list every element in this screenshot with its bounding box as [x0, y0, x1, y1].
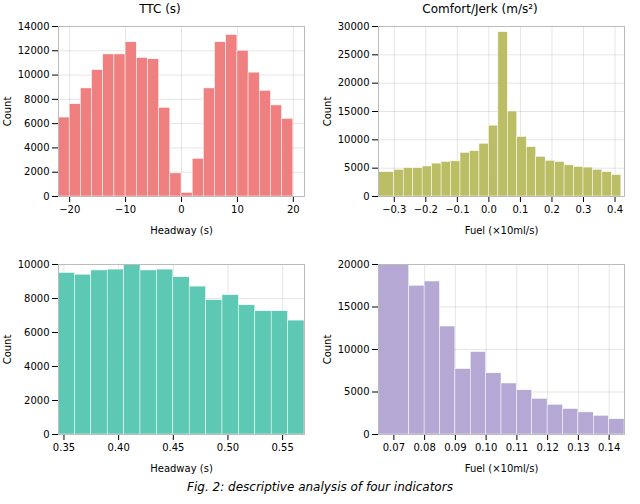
svg-text:10: 10 [231, 204, 244, 215]
svg-text:10000: 10000 [18, 259, 50, 270]
svg-text:0.40: 0.40 [108, 442, 130, 453]
svg-text:0.10: 0.10 [475, 442, 497, 453]
svg-text:10000: 10000 [338, 134, 370, 145]
svg-text:0.14: 0.14 [598, 442, 620, 453]
svg-text:0.35: 0.35 [53, 442, 75, 453]
svg-text:0: 0 [363, 191, 369, 202]
svg-text:0.07: 0.07 [383, 442, 405, 453]
svg-text:0.3: 0.3 [576, 204, 592, 215]
svg-text:0.13: 0.13 [567, 442, 589, 453]
svg-text:25000: 25000 [338, 49, 370, 60]
svg-text:−0.2: −0.2 [414, 204, 438, 215]
svg-text:0.09: 0.09 [444, 442, 466, 453]
svg-text:15000: 15000 [338, 106, 370, 117]
svg-text:6000: 6000 [24, 327, 49, 338]
svg-text:12000: 12000 [18, 45, 50, 56]
html-text:TTC (s): TTC (s) [139, 2, 181, 16]
svg-text:4000: 4000 [24, 142, 49, 153]
svg-text:−20: −20 [59, 204, 80, 215]
svg-text:Fuel (×10ml/s): Fuel (×10ml/s) [465, 225, 539, 236]
svg-text:10000: 10000 [338, 344, 370, 355]
svg-text:20000: 20000 [338, 259, 370, 270]
svg-text:14000: 14000 [18, 21, 50, 32]
svg-text:8000: 8000 [24, 94, 49, 105]
svg-text:5000: 5000 [344, 162, 369, 173]
svg-text:Fuel (×10ml/s): Fuel (×10ml/s) [465, 463, 539, 474]
svg-text:Count: Count [2, 335, 13, 365]
svg-text:Count: Count [322, 335, 333, 365]
svg-text:−10: −10 [115, 204, 136, 215]
svg-text:0: 0 [363, 429, 369, 440]
svg-text:0: 0 [178, 204, 184, 215]
svg-text:20000: 20000 [338, 77, 370, 88]
svg-text:8000: 8000 [24, 293, 49, 304]
svg-text:6000: 6000 [24, 118, 49, 129]
svg-text:0: 0 [43, 429, 49, 440]
svg-text:Count: Count [322, 97, 333, 127]
svg-text:0.12: 0.12 [536, 442, 558, 453]
svg-text:0.1: 0.1 [512, 204, 528, 215]
svg-text:0.0: 0.0 [481, 204, 497, 215]
html-text:Fig. 2: descriptive analysis o: Fig. 2: descriptive analysis of four ind… [187, 480, 453, 494]
svg-text:0.45: 0.45 [162, 442, 184, 453]
svg-text:5000: 5000 [344, 386, 369, 397]
svg-text:0.08: 0.08 [413, 442, 435, 453]
svg-text:2000: 2000 [24, 395, 49, 406]
svg-text:Count: Count [2, 97, 13, 127]
svg-text:30000: 30000 [338, 21, 370, 32]
svg-text:0.4: 0.4 [607, 204, 623, 215]
svg-text:0.11: 0.11 [506, 442, 528, 453]
html-text:Comfort/Jerk (m/s²): Comfort/Jerk (m/s²) [422, 2, 538, 16]
svg-text:10000: 10000 [18, 69, 50, 80]
svg-text:0: 0 [43, 191, 49, 202]
svg-text:−0.1: −0.1 [445, 204, 469, 215]
svg-text:0.2: 0.2 [544, 204, 560, 215]
svg-text:Headway (s): Headway (s) [150, 463, 213, 474]
svg-text:0.50: 0.50 [217, 442, 239, 453]
svg-text:20: 20 [287, 204, 300, 215]
svg-text:2000: 2000 [24, 166, 49, 177]
svg-text:15000: 15000 [338, 301, 370, 312]
svg-text:Headway (s): Headway (s) [150, 225, 213, 236]
svg-text:0.55: 0.55 [272, 442, 294, 453]
svg-text:4000: 4000 [24, 361, 49, 372]
svg-text:−0.3: −0.3 [382, 204, 406, 215]
